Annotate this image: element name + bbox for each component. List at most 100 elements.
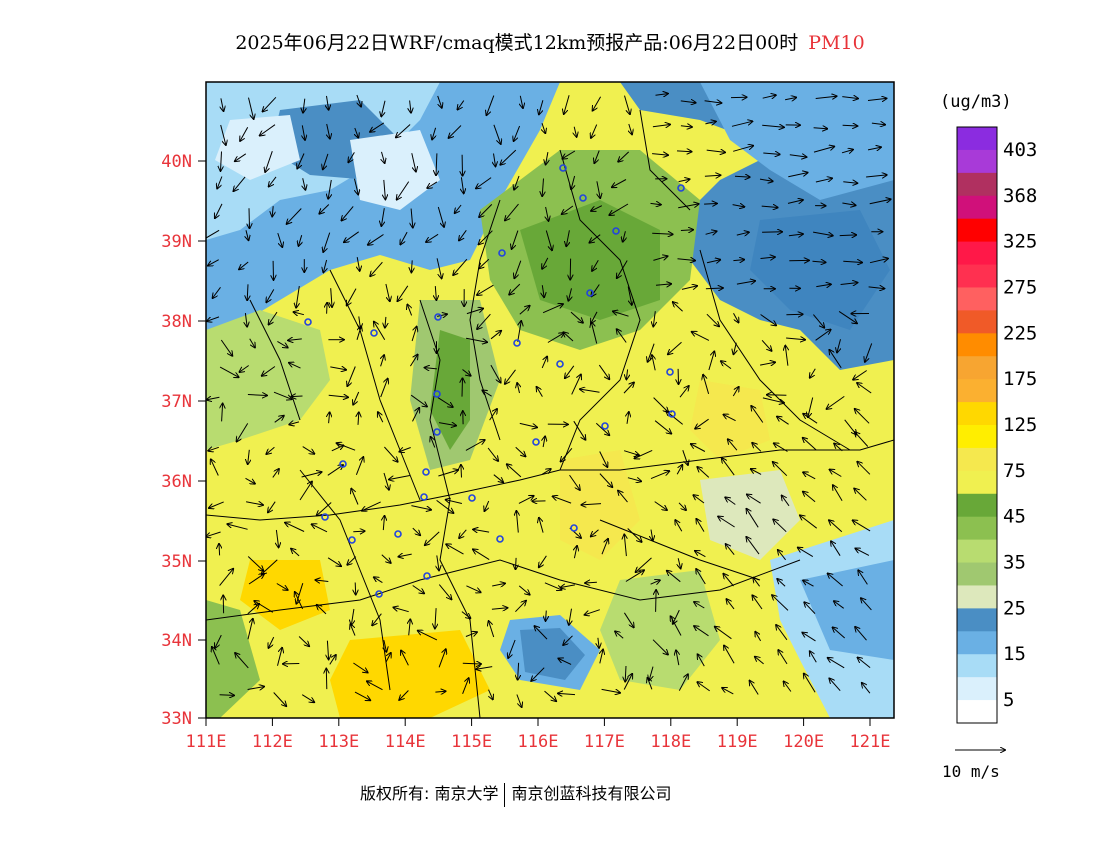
- legend-swatch: [957, 149, 997, 174]
- city-marker: [498, 249, 506, 257]
- legend-swatch: [957, 287, 997, 311]
- wind-arrow: [477, 284, 494, 295]
- wind-arrow: [411, 505, 431, 510]
- wind-arrow: [773, 519, 787, 533]
- wind-arrow: [675, 520, 683, 532]
- wind-arrow: [853, 370, 867, 380]
- wind-arrow: [571, 175, 575, 189]
- wind-arrow: [491, 608, 508, 610]
- legend-swatch: [957, 310, 997, 334]
- copyright-company: 南京创蓝科技有限公司: [511, 784, 672, 803]
- legend-swatch: [957, 700, 997, 724]
- wind-arrow: [785, 98, 796, 100]
- wind-arrow: [682, 450, 688, 465]
- wind-arrow: [500, 149, 517, 165]
- legend-swatch: [957, 654, 997, 678]
- wind-arrow: [629, 123, 632, 134]
- wind-arrow: [691, 444, 706, 452]
- wind-arrow: [857, 462, 871, 475]
- wind-arrow: [537, 387, 543, 397]
- wind-arrow: [566, 230, 569, 246]
- wind-arrow: [494, 153, 496, 167]
- wind-arrow: [558, 693, 576, 694]
- wind-arrow: [461, 465, 462, 478]
- wind-arrow: [291, 396, 303, 397]
- wind-arrow: [268, 501, 276, 513]
- wind-arrow: [693, 495, 705, 504]
- wind-arrow: [277, 648, 283, 666]
- legend-swatch: [957, 379, 997, 403]
- lon-label: 115E: [451, 732, 492, 752]
- wind-arrow: [763, 153, 779, 154]
- wind-arrow: [412, 408, 420, 422]
- lon-label: 116E: [518, 732, 559, 752]
- wind-arrow: [833, 627, 846, 639]
- lon-label: 119E: [717, 732, 758, 752]
- wind-arrow: [652, 125, 670, 127]
- wind-arrow: [272, 469, 279, 478]
- wind-arrow: [715, 627, 732, 640]
- lat-label: 40N: [161, 152, 192, 172]
- map-frame: [205, 81, 895, 719]
- wind-arrow: [601, 688, 620, 692]
- wind-arrow: [571, 375, 581, 395]
- wind-arrow: [789, 155, 807, 157]
- wind-arrow: [425, 531, 440, 545]
- city-marker: [370, 329, 378, 337]
- lat-label: 33N: [161, 709, 192, 729]
- city-marker: [433, 428, 441, 436]
- legend-swatch: [957, 585, 997, 609]
- wind-arrow: [437, 555, 439, 570]
- wind-arrow: [724, 415, 736, 422]
- wind-arrow: [866, 175, 887, 177]
- wind-arrow: [368, 234, 384, 245]
- wind-arrow: [618, 151, 630, 162]
- wind-arrow: [680, 126, 692, 127]
- wind-arrow: [862, 683, 871, 694]
- wind-arrow: [733, 260, 744, 261]
- wind-arrow: [653, 311, 655, 326]
- wind-arrow: [353, 662, 367, 673]
- legend-swatch: [957, 172, 997, 197]
- legend-swatch: [957, 127, 997, 151]
- wind-arrow: [462, 369, 471, 376]
- wind-arrow: [303, 98, 305, 113]
- wind-arrow: [574, 126, 576, 137]
- legend-label: 225: [1003, 322, 1037, 344]
- wind-arrow: [473, 549, 490, 561]
- wind-arrow: [505, 203, 519, 220]
- wind-arrow: [323, 153, 329, 169]
- wind-arrow: [627, 478, 641, 482]
- wind-arrow: [227, 524, 248, 530]
- wind-arrow: [374, 322, 386, 340]
- wind-arrow: [810, 651, 817, 663]
- wind-arrow: [235, 653, 249, 669]
- wind-arrow: [263, 96, 277, 111]
- wind-arrow: [803, 580, 814, 587]
- wind-arrow: [287, 208, 302, 224]
- wind-arrow: [594, 150, 600, 164]
- wind-arrow: [438, 584, 451, 600]
- wind-arrow: [436, 153, 437, 175]
- legend-swatch: [957, 631, 997, 655]
- legend-label: 15: [1003, 643, 1026, 665]
- wind-arrow: [459, 230, 467, 240]
- wind-arrow: [221, 151, 222, 171]
- wind-arrow: [761, 206, 778, 207]
- wind-arrow: [651, 529, 653, 541]
- wind-arrow: [747, 495, 761, 504]
- lon-label: 117E: [584, 732, 625, 752]
- wind-arrow: [803, 438, 817, 451]
- legend-swatch: [957, 402, 997, 426]
- wind-arrow: [327, 557, 341, 566]
- wind-arrow: [839, 235, 857, 236]
- wind-arrow: [385, 316, 386, 328]
- wind-arrow: [734, 342, 737, 354]
- wind-arrow: [272, 206, 273, 216]
- wind-arrow: [623, 674, 632, 690]
- wind-arrow: [564, 95, 570, 114]
- wind-arrow: [704, 101, 722, 103]
- wind-arrow: [827, 395, 845, 409]
- wind-arrow: [370, 261, 383, 276]
